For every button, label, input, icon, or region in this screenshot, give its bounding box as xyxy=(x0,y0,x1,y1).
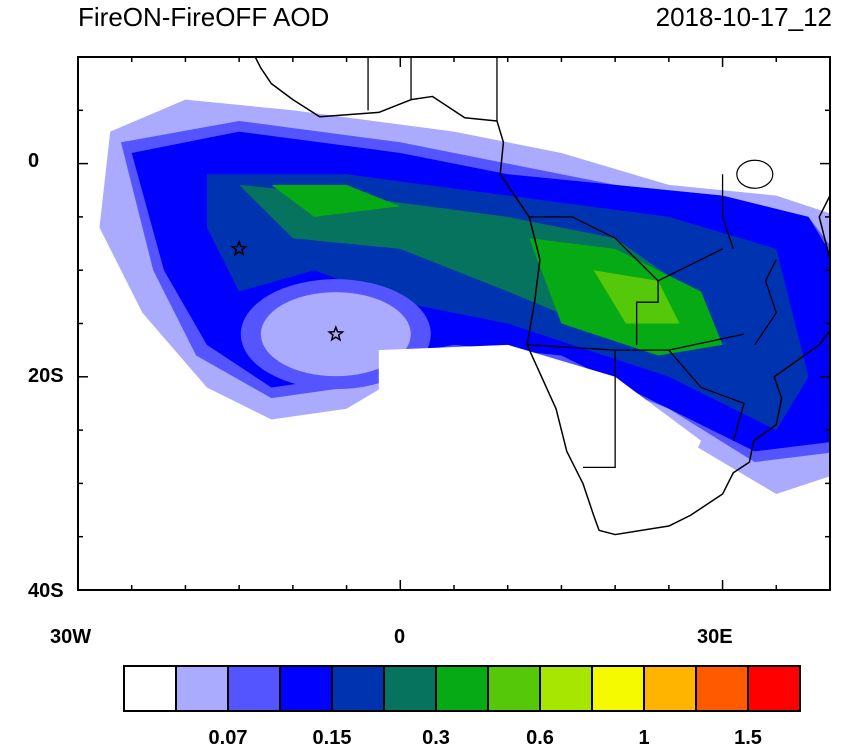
colorbar-label: 1 xyxy=(638,727,650,749)
plot-timestamp: 2018-10-17_12 xyxy=(655,2,832,32)
country-border-3 xyxy=(668,349,745,441)
colorbar-label: 1.5 xyxy=(734,727,762,749)
colorbar-box-8 xyxy=(539,665,593,712)
colorbar-box-12 xyxy=(747,665,801,712)
colorbar-label: 0.07 xyxy=(208,727,248,749)
lat-label-0: 0 xyxy=(28,150,40,172)
colorbar-box-0 xyxy=(123,665,177,712)
lake-victoria xyxy=(736,159,774,189)
country-border-2 xyxy=(582,350,616,469)
plot-title: FireON-FireOFF AOD xyxy=(78,2,330,32)
colorbar-box-1 xyxy=(175,665,229,712)
colorbar-label: 0.15 xyxy=(312,727,352,749)
colorbar-box-5 xyxy=(383,665,437,712)
lon-label-30e: 30E xyxy=(697,626,733,648)
country-border-0 xyxy=(529,216,723,282)
country-border-1 xyxy=(527,333,745,351)
colorbar-box-9 xyxy=(591,665,645,712)
star-marker-0 xyxy=(230,239,248,257)
lon-label-0: 0 xyxy=(394,626,406,648)
africa-coastline xyxy=(254,57,830,536)
lat-label-20s: 20S xyxy=(28,365,64,387)
colorbar-label: 0.3 xyxy=(422,727,450,749)
lat-label-40s: 40S xyxy=(28,580,64,602)
colorbar-box-3 xyxy=(279,665,333,712)
colorbar-box-2 xyxy=(227,665,281,712)
aod-clean-region xyxy=(378,344,702,548)
colorbar-box-11 xyxy=(695,665,749,712)
colorbar-box-7 xyxy=(487,665,541,712)
country-border-4 xyxy=(635,280,659,345)
map-layers xyxy=(99,57,830,548)
colorbar-label: 0.6 xyxy=(526,727,554,749)
country-border-6 xyxy=(721,174,734,250)
colorbar-box-4 xyxy=(331,665,385,712)
country-border-5 xyxy=(754,259,778,346)
aod-low-center xyxy=(260,292,411,377)
aod-region-0.3b xyxy=(271,184,401,217)
lon-label-30w: 30W xyxy=(50,626,92,648)
star-marker-1 xyxy=(327,325,345,342)
colorbar-box-6 xyxy=(435,665,489,712)
colorbar-box-10 xyxy=(643,665,697,712)
